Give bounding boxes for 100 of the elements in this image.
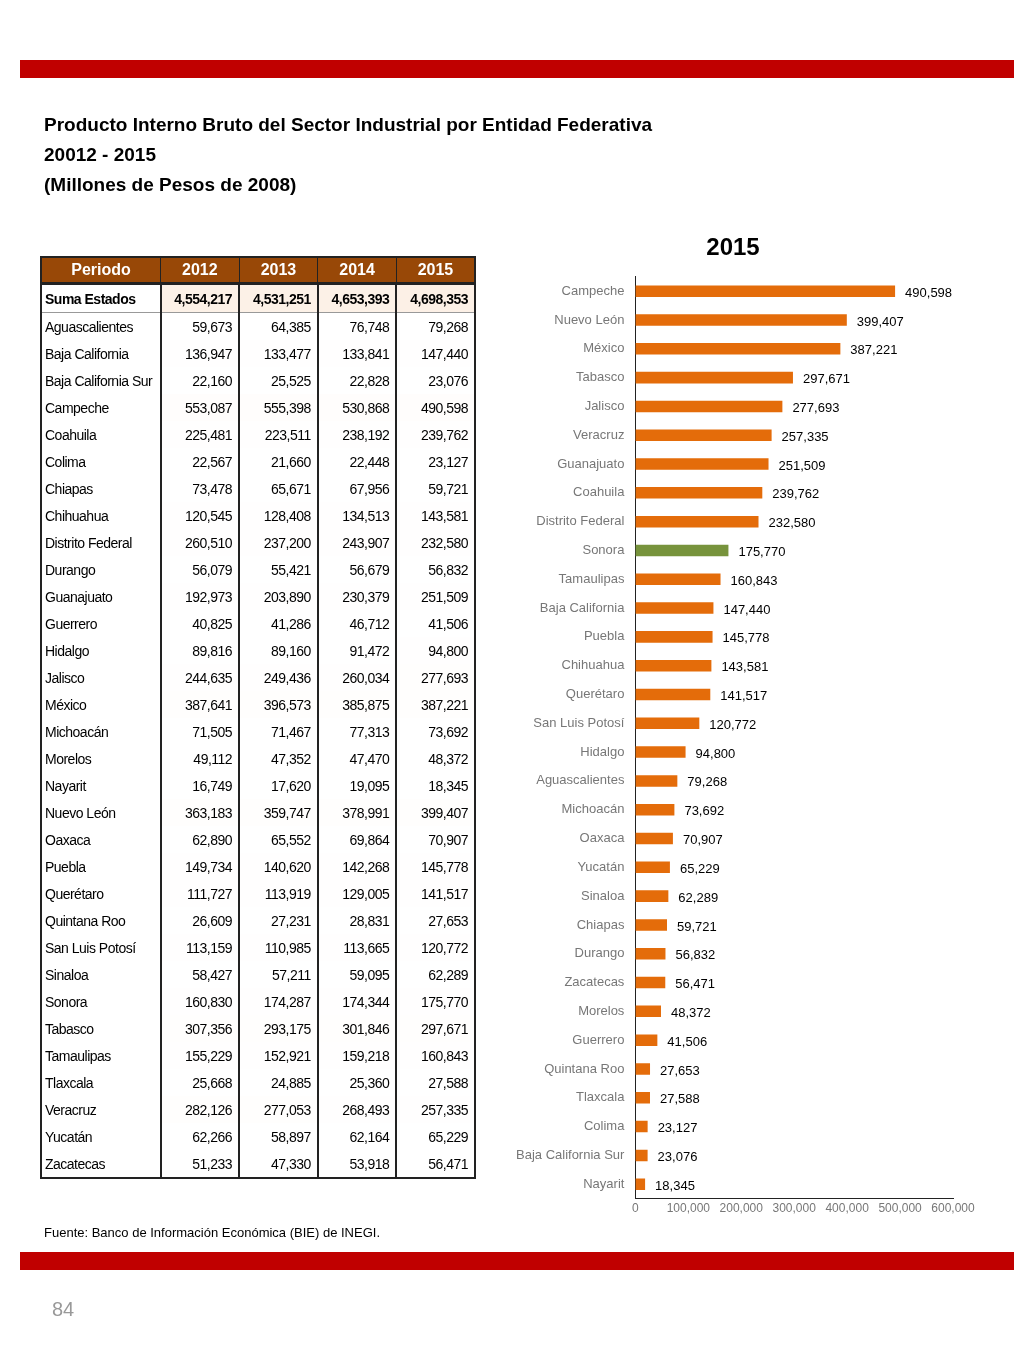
y-tick-label: San Luis Potosí: [533, 714, 625, 730]
data-label: 134,513: [317, 502, 397, 529]
x-tick-label: 200,000: [719, 1201, 764, 1216]
x-tick-label: 0: [632, 1201, 640, 1216]
data-label: 22,160: [160, 367, 240, 394]
data-label: 27,588: [659, 1091, 700, 1107]
data-label: 237,200: [239, 529, 318, 556]
y-tick-label: Michoacán: [41, 718, 161, 745]
data-label: 141,517: [720, 688, 768, 704]
x-tick-label: 2012: [160, 257, 240, 284]
data-label: 174,344: [317, 988, 397, 1015]
data-label: 553,087: [160, 394, 240, 421]
data-label: 62,890: [160, 826, 240, 853]
data-label: 59,673: [160, 312, 240, 340]
data-label: 27,588: [396, 1069, 475, 1096]
data-label: 147,440: [396, 340, 475, 367]
data-label: 140,620: [239, 853, 318, 880]
data-label: 51,233: [160, 1150, 240, 1178]
data-label: 59,721: [396, 475, 475, 502]
y-tick-label: Chihuahua: [41, 502, 161, 529]
data-label: 71,505: [160, 718, 240, 745]
data-label: 155,229: [160, 1042, 240, 1069]
y-tick-label: Tamaulipas: [41, 1042, 161, 1069]
data-label: 136,947: [160, 340, 240, 367]
y-tick-label: Yucatán: [41, 1123, 161, 1150]
y-tick-label: Aguascalientes: [536, 772, 625, 788]
data-label: 41,286: [239, 610, 318, 637]
y-tick-label: Jalisco: [584, 398, 625, 414]
data-label: 159,218: [317, 1042, 397, 1069]
y-tick-label: Hidalgo: [41, 637, 161, 664]
y-tick-label: Chiapas: [41, 475, 161, 502]
data-label: 73,692: [396, 718, 475, 745]
y-tick-label: Zacatecas: [41, 1150, 161, 1178]
data-label: 27,653: [396, 907, 475, 934]
data-label: 128,408: [239, 502, 318, 529]
data-label: 65,229: [679, 860, 720, 876]
text: 84: [52, 1298, 75, 1321]
y-tick-label: Veracruz: [41, 1096, 161, 1123]
data-label: 399,407: [396, 799, 475, 826]
y-tick-label: Guerrero: [572, 1031, 625, 1047]
data-label: 73,478: [160, 475, 240, 502]
x-tick-label: 2015: [396, 257, 475, 284]
data-label: 396,573: [239, 691, 318, 718]
data-label: 243,907: [317, 529, 397, 556]
data-label: 223,511: [239, 421, 318, 448]
data-label: 23,127: [657, 1120, 698, 1136]
y-tick-label: Tabasco: [41, 1015, 161, 1042]
data-label: 4,653,393: [317, 283, 397, 313]
data-label: 385,875: [317, 691, 397, 718]
y-tick-label: Durango: [41, 556, 161, 583]
data-label: 58,897: [239, 1123, 318, 1150]
y-tick-label: Puebla: [583, 628, 626, 644]
y-tick-label: Nayarit: [41, 772, 161, 799]
x-tick-label: 300,000: [772, 1201, 817, 1216]
data-label: 48,372: [670, 1004, 711, 1020]
source-note: Fuente: Banco de Información Económica (BIE) de INEGI.: [44, 1225, 380, 1240]
y-tick-label: Quintana Roo: [544, 1060, 625, 1076]
chart-subtitle: 20012 - 2015 (Millones de Pesos de 2008): [44, 143, 298, 197]
data-label: 22,828: [317, 367, 397, 394]
data-label: 232,580: [396, 529, 475, 556]
data-label: 23,127: [396, 448, 475, 475]
y-tick-label: Sonora: [41, 988, 161, 1015]
y-tick-label: Baja California Sur: [516, 1146, 626, 1162]
data-label: 22,567: [160, 448, 240, 475]
data-label: 387,221: [850, 342, 898, 358]
data-label: 257,335: [396, 1096, 475, 1123]
y-tick-label: Campeche: [561, 282, 625, 298]
data-label: 249,436: [239, 664, 318, 691]
y-tick-label: Baja California: [539, 599, 626, 615]
data-label: 251,509: [396, 583, 475, 610]
y-tick-label: Chiapas: [576, 916, 625, 932]
data-label: 297,671: [802, 371, 850, 387]
data-label: 301,846: [317, 1015, 397, 1042]
data-label: 56,471: [675, 976, 716, 992]
y-tick-label: Tlaxcala: [41, 1069, 161, 1096]
data-label: 65,671: [239, 475, 318, 502]
chart-title: Producto Interno Bruto del Sector Industrial por Entidad Federativa: [44, 113, 654, 137]
data-label: 49,112: [160, 745, 240, 772]
data-label: 133,841: [317, 340, 397, 367]
data-label: 4,698,353: [396, 283, 475, 313]
data-label: 55,421: [239, 556, 318, 583]
y-tick-label: Distrito Federal: [41, 529, 161, 556]
data-label: 307,356: [160, 1015, 240, 1042]
data-label: 244,635: [160, 664, 240, 691]
y-tick-label: Aguascalientes: [41, 312, 161, 340]
y-tick-label: Distrito Federal: [536, 513, 625, 529]
data-label: 387,641: [160, 691, 240, 718]
y-tick-label: Sinaloa: [41, 961, 161, 988]
y-tick-label: Colima: [583, 1118, 626, 1134]
x-tick-label: 500,000: [878, 1201, 923, 1216]
data-label: 22,448: [317, 448, 397, 475]
data-label: 62,266: [160, 1123, 240, 1150]
data-label: 26,609: [160, 907, 240, 934]
data-label: 111,727: [160, 880, 240, 907]
data-label: 56,079: [160, 556, 240, 583]
x-tick-label: 600,000: [931, 1201, 976, 1216]
data-label: 145,778: [722, 630, 770, 646]
data-label: 297,671: [396, 1015, 475, 1042]
data-label: 141,517: [396, 880, 475, 907]
data-label: 120,772: [396, 934, 475, 961]
